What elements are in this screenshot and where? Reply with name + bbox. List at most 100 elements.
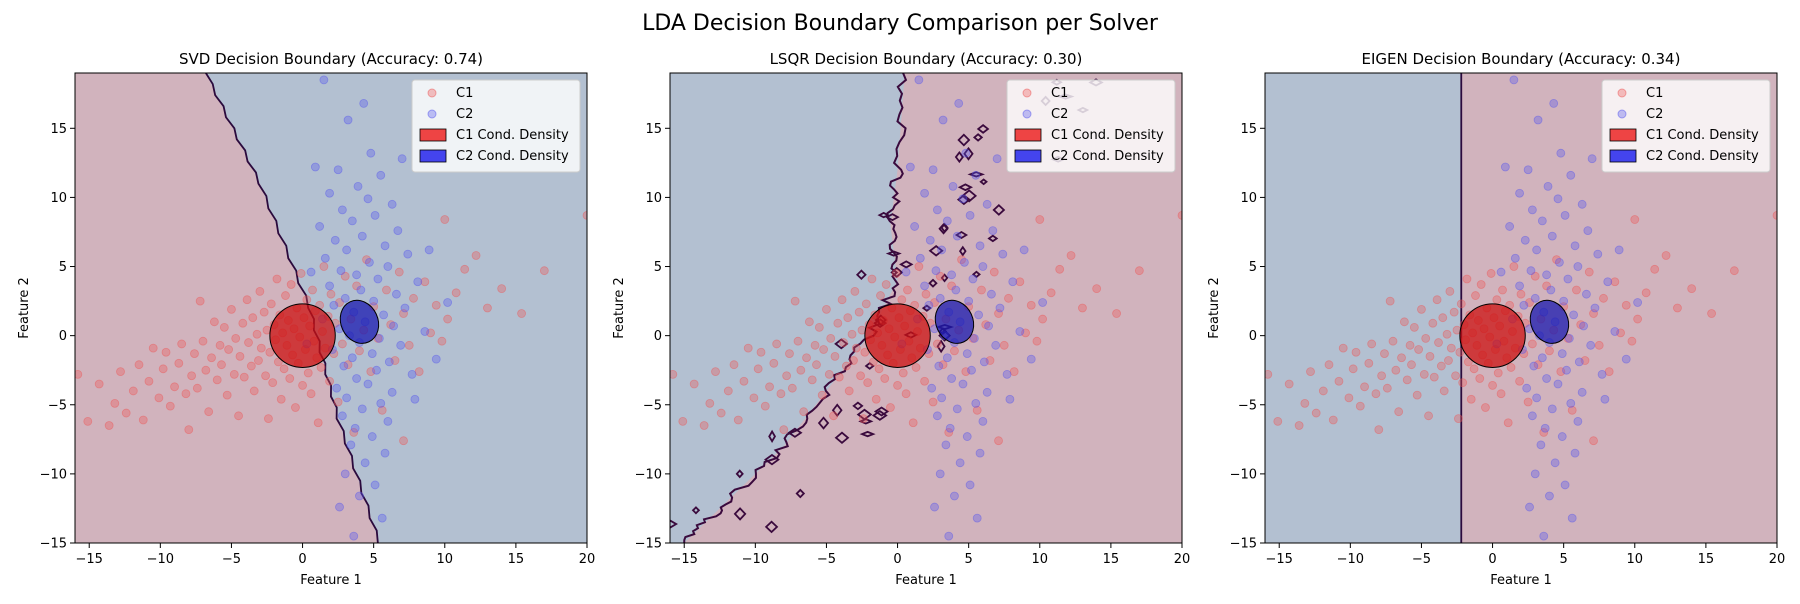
scatter-point [975, 448, 985, 458]
scatter-point [1532, 393, 1542, 403]
scatter-point [1496, 389, 1506, 399]
scatter-point [1527, 411, 1537, 421]
boundary-contour-fragment [834, 431, 850, 445]
scatter-point [298, 381, 307, 390]
boundary-contour-fragment [885, 213, 900, 222]
scatter-point [905, 162, 915, 172]
boundary-contour-fragment [954, 150, 964, 164]
boundary-contour-fragment [987, 234, 999, 243]
scatter-point [1021, 328, 1030, 338]
scatter-point [329, 300, 339, 310]
scatter-point [161, 347, 171, 357]
y-tick-label: 5 [59, 260, 67, 275]
subplot-title: EIGEN Decision Boundary (Accuracy: 0.34) [1362, 50, 1681, 68]
scatter-point [978, 262, 988, 271]
boundary-contour-fragment [890, 266, 904, 278]
scatter-point [227, 304, 236, 314]
scatter-point [765, 382, 774, 392]
y-tick-label: 5 [1249, 260, 1257, 275]
scatter-point [782, 371, 792, 381]
scatter-point [1650, 264, 1660, 274]
scatter-point [340, 271, 350, 281]
legend: C1 C2 C1 Cond. Density C2 Cond. Density [411, 79, 581, 173]
scatter-point [969, 334, 979, 343]
scatter-point [359, 99, 369, 108]
scatter-point [1574, 357, 1584, 367]
scatter-point [390, 356, 400, 365]
boundary-contour-fragment [735, 469, 744, 479]
scatter-point [1772, 210, 1777, 220]
scatter-point [1603, 277, 1613, 287]
scatter-point [1641, 288, 1651, 298]
scatter-point [1553, 194, 1563, 204]
x-tick-label: −10 [742, 552, 769, 567]
scatter-point [932, 339, 942, 349]
scatter-point [859, 414, 868, 423]
boundary-contour-fragment [957, 133, 971, 147]
scatter-point [1532, 245, 1542, 255]
scatter-point [393, 226, 403, 235]
scatter-point [1614, 245, 1624, 255]
boundary-contour-fragment [877, 211, 890, 219]
scatter-point [1549, 99, 1559, 108]
scatter-point [920, 376, 929, 386]
decision-region-left [75, 73, 380, 543]
scatter-point [891, 269, 901, 278]
scatter-point [1481, 403, 1490, 412]
scatter-point [366, 367, 376, 376]
scatter-point [1547, 404, 1557, 414]
scatter-point [209, 317, 219, 327]
boundary-contour-fragment [691, 506, 701, 515]
scatter-point [374, 334, 384, 343]
scatter-point [1576, 320, 1586, 329]
boundary-contour-fragment [768, 429, 776, 444]
boundary-contour-fragment [834, 338, 849, 350]
scatter-point [1570, 241, 1580, 251]
scatter-point [793, 336, 803, 346]
scatter-point [1078, 303, 1087, 313]
boundary-contour-fragment [957, 183, 974, 192]
scatter-point [856, 371, 865, 381]
scatter-point [399, 436, 408, 446]
scatter-point [1318, 386, 1328, 396]
scatter-point [1004, 293, 1013, 303]
scatter-point [975, 241, 985, 251]
scatter-point [363, 379, 373, 389]
scatter-point [1402, 375, 1412, 385]
scatter-point [854, 307, 864, 317]
scatter-point [1687, 284, 1697, 294]
x-tick-label: 15 [508, 552, 525, 567]
scatter-point [1328, 415, 1338, 425]
scatter-point [333, 397, 343, 407]
legend-label: C2 Cond. Density [1646, 149, 1759, 164]
scatter-point [1382, 383, 1392, 393]
scatter-point [337, 205, 347, 215]
scatter-point [1445, 287, 1455, 296]
x-tick-label: 10 [1032, 552, 1049, 567]
scatter-point [1530, 293, 1540, 303]
scatter-point [335, 502, 344, 512]
scatter-point [437, 336, 447, 346]
scatter-point [705, 398, 715, 408]
scatter-point [897, 295, 907, 305]
scatter-point [1019, 245, 1029, 255]
scatter-point [1417, 304, 1426, 314]
x-tick-label: −5 [817, 552, 836, 567]
scatter-point [1707, 309, 1716, 318]
y-tick-label: 0 [59, 329, 67, 344]
scatter-point [1510, 253, 1520, 263]
density-ellipse-c1 [1459, 303, 1526, 368]
scatter-point [785, 349, 794, 359]
y-axis-label: Feature 2 [1207, 277, 1222, 339]
scatter-point [935, 271, 945, 281]
scatter-point [1573, 416, 1583, 426]
scatter-point [947, 270, 956, 280]
scatter-point [303, 368, 313, 378]
scatter-point [950, 491, 959, 501]
scatter-point [733, 415, 743, 425]
scatter-point [94, 379, 104, 389]
scatter-point [352, 281, 362, 291]
scatter-point [689, 379, 699, 389]
scatter-point [958, 379, 968, 389]
scatter-point [373, 274, 383, 284]
